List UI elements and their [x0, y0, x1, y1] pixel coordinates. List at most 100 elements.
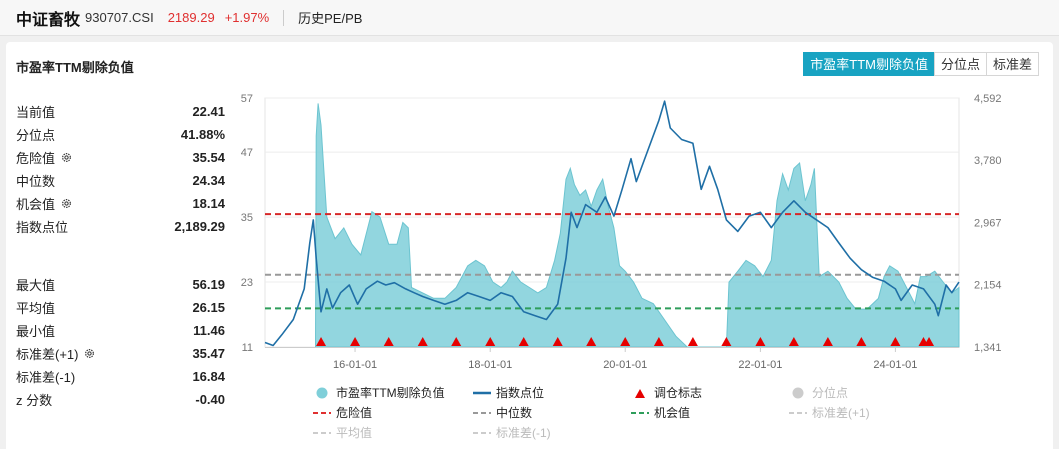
- stat-value: 26.15: [192, 300, 225, 315]
- stat-value: 41.88%: [180, 127, 225, 142]
- rebalance-marker: [653, 337, 664, 346]
- stat-row: 指数点位 2,189.29: [16, 215, 225, 238]
- legend-item[interactable]: 中位数: [472, 404, 532, 421]
- pe-ttm-area: [314, 103, 960, 348]
- stat-value: -0.40: [195, 392, 225, 407]
- stat-row: z 分数 -0.40: [16, 388, 225, 411]
- stat-label-text: 指数点位: [16, 220, 69, 235]
- legend-item[interactable]: 标准差(-1): [472, 424, 551, 441]
- stat-label-text: 机会值: [16, 197, 56, 212]
- index-price: 2189.29: [167, 10, 215, 25]
- rebalance-marker: [316, 337, 327, 346]
- index-name: 中证畜牧: [16, 11, 81, 29]
- index-change: +1.97%: [224, 10, 270, 25]
- legend-item[interactable]: 调仓标志: [630, 384, 702, 401]
- stat-label-text: z 分数: [16, 393, 53, 408]
- legend-item[interactable]: 指数点位: [472, 384, 544, 401]
- legend-item[interactable]: 机会值: [630, 404, 690, 421]
- y-left-tick-label: 23: [241, 277, 253, 289]
- legend-dash-icon: [630, 407, 650, 419]
- rebalance-marker: [822, 337, 833, 346]
- rebalance-marker: [856, 337, 867, 346]
- x-tick-label: 20-01-01: [603, 359, 647, 371]
- y-right-tick-label: 2,967: [974, 217, 1002, 229]
- stat-label-text: 最小值: [16, 324, 56, 339]
- y-left-tick-label: 11: [242, 342, 253, 354]
- panel-title: 市盈率TTM剔除负值: [16, 60, 134, 75]
- stat-value: 2,189.29: [174, 219, 225, 234]
- metric-tabs: 市盈率TTM剔除负值 分位点 标准差: [803, 52, 1039, 76]
- legend-item[interactable]: 危险值: [312, 404, 372, 421]
- legend-label: 调仓标志: [654, 386, 703, 400]
- stat-row: 标准差(+1) 35.47: [16, 342, 225, 365]
- rebalance-marker: [417, 337, 428, 346]
- legend-label: 机会值: [654, 406, 691, 420]
- stat-label: 中位数: [16, 171, 55, 190]
- legend-item[interactable]: 市盈率TTM剔除负值: [312, 384, 445, 401]
- y-left-tick-label: 57: [241, 93, 253, 105]
- stat-label-text: 当前值: [16, 105, 56, 120]
- y-right-tick-label: 1,341: [974, 342, 1002, 354]
- stat-value: 18.14: [192, 196, 225, 211]
- legend-triangle-icon: [630, 387, 650, 399]
- stat-label: 标准差(-1): [16, 367, 75, 386]
- stat-row: 当前值 22.41: [16, 100, 225, 123]
- rebalance-marker: [890, 337, 901, 346]
- stat-value: 56.19: [192, 277, 225, 292]
- stat-label: 指数点位: [16, 217, 68, 236]
- legend-circle-icon: [312, 387, 332, 399]
- y-right-tick-label: 4,592: [974, 93, 1002, 105]
- index-level-line: [264, 100, 960, 347]
- y-right-tick-label: 3,780: [974, 155, 1002, 167]
- rebalance-marker: [687, 337, 698, 346]
- stat-label-text: 最大值: [16, 278, 56, 293]
- stat-label: 最小值: [16, 321, 55, 340]
- y-left-tick-label: 35: [241, 212, 253, 224]
- stat-row: 中位数 24.34: [16, 169, 225, 192]
- legend-item[interactable]: 标准差(+1): [788, 404, 870, 421]
- y-right-tick-label: 2,154: [974, 280, 1002, 292]
- stat-row: 标准差(-1) 16.84: [16, 365, 225, 388]
- x-tick-label: 22-01-01: [738, 359, 782, 371]
- legend-label: 标准差(+1): [812, 406, 870, 420]
- x-tick-label: 16-01-01: [333, 359, 377, 371]
- valuation-chart: 11 23 35 47 57 1,341 2,154 2,967 3,780 4,592 16-01…: [241, 93, 1002, 371]
- rebalance-marker: [924, 337, 935, 346]
- settings-gear-icon[interactable]: [78, 348, 95, 359]
- history-pe-pb-link[interactable]: 历史PE/PB: [298, 11, 363, 26]
- legend-dash-icon: [312, 407, 332, 419]
- divider: [283, 9, 285, 26]
- stat-label: 分位点: [16, 125, 55, 144]
- legend-label: 中位数: [496, 406, 533, 420]
- stat-value: 22.41: [192, 104, 225, 119]
- rebalance-marker: [350, 337, 361, 346]
- stat-label-text: 危险值: [16, 151, 56, 166]
- rebalance-marker: [586, 337, 597, 346]
- settings-gear-icon[interactable]: [55, 198, 72, 209]
- legend-item[interactable]: 平均值: [312, 424, 372, 441]
- rebalance-marker: [485, 337, 496, 346]
- stat-label-text: 中位数: [16, 174, 56, 189]
- legend-item[interactable]: 分位点: [788, 384, 848, 401]
- stat-label: 标准差(+1): [16, 344, 95, 363]
- legend-label: 指数点位: [496, 386, 545, 400]
- settings-gear-icon[interactable]: [55, 152, 72, 163]
- stat-label: 最大值: [16, 275, 55, 294]
- legend-line-icon: [472, 387, 492, 399]
- legend-label: 标准差(-1): [496, 426, 551, 440]
- stats-history: 最大值 56.19 平均值 26.15 最小值 11.46 标准差(+1) 35.47 标准差(…: [16, 273, 225, 411]
- legend-dash-icon: [472, 407, 492, 419]
- stat-value: 35.47: [192, 346, 225, 361]
- legend-label: 分位点: [812, 386, 849, 400]
- stat-value: 24.34: [192, 173, 225, 188]
- stat-label-text: 标准差(+1): [16, 347, 79, 362]
- legend-label: 市盈率TTM剔除负值: [336, 386, 445, 400]
- stat-row: 机会值 18.14: [16, 192, 225, 215]
- tab-std-dev[interactable]: 标准差: [985, 52, 1039, 76]
- legend-circle-icon: [788, 387, 808, 399]
- stat-label: 平均值: [16, 298, 55, 317]
- legend-dash-icon: [312, 427, 332, 439]
- x-tick-label: 24-01-01: [873, 359, 917, 371]
- stat-row: 分位点 41.88%: [16, 123, 225, 146]
- chart-legend: 市盈率TTM剔除负值 指数点位 调仓标志 分位点 危险值 中位数 机会值 标准差(+1) 平均值…: [6, 42, 1053, 440]
